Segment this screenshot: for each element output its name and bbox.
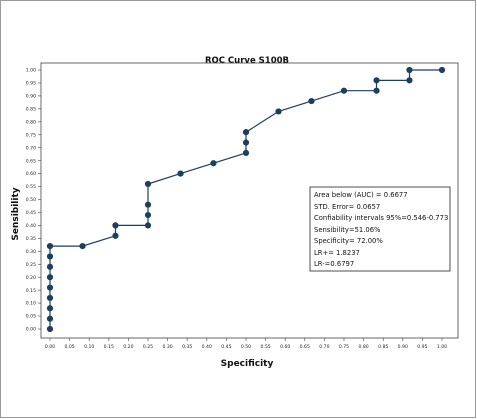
roc-point	[373, 77, 380, 84]
roc-point	[46, 294, 54, 302]
y-tick-label: 0.30	[26, 249, 36, 255]
y-tick-label: 0.00	[26, 327, 36, 333]
roc-point	[210, 160, 217, 167]
confidence-interval-label: Confiability intervals 95%=0.546-0.773	[314, 214, 448, 222]
roc-point	[340, 87, 348, 94]
x-tick-label: 0.85	[378, 344, 388, 350]
y-tick-label: 0.50	[26, 197, 36, 203]
x-tick-label: 0.45	[221, 344, 231, 350]
roc-point	[242, 139, 250, 146]
x-tick-label: 0.95	[417, 344, 427, 350]
y-tick-label: 0.55	[26, 184, 36, 190]
y-tick-label: 0.85	[26, 106, 36, 112]
roc-point	[144, 180, 152, 188]
roc-point	[46, 253, 54, 260]
x-tick-label: 0.20	[123, 344, 133, 350]
x-tick-label: 0.75	[339, 344, 349, 350]
x-tick-label: 0.35	[182, 344, 192, 350]
specificity-label: Specificity= 72.00%	[314, 237, 383, 245]
lr-plus-label: LR+= 1.8237	[314, 249, 360, 257]
x-tick-label: 0.55	[260, 344, 270, 350]
roc-point	[275, 108, 282, 115]
roc-point	[46, 274, 54, 281]
roc-point	[46, 325, 54, 333]
x-tick-label: 0.60	[280, 344, 290, 350]
x-tick-label: 0.00	[45, 344, 55, 350]
y-tick-label: 0.65	[26, 158, 36, 164]
y-tick-label: 0.45	[26, 210, 36, 216]
roc-point	[242, 129, 250, 136]
chart-title: ROC Curve S100B	[205, 56, 289, 66]
roc-point	[242, 149, 250, 156]
x-tick-label: 0.50	[241, 344, 251, 350]
roc-point	[308, 97, 315, 105]
roc-point	[46, 243, 54, 250]
y-tick-label: 0.90	[26, 94, 36, 100]
x-tick-label: 0.30	[162, 344, 172, 350]
y-tick-label: 0.70	[26, 145, 36, 151]
roc-point	[144, 211, 152, 219]
y-axis-title: Sensibility	[11, 187, 21, 240]
y-tick-label: 0.05	[26, 314, 36, 320]
roc-series	[46, 66, 446, 333]
y-tick-label: 0.20	[26, 275, 36, 281]
y-tick-label: 0.60	[26, 171, 36, 177]
roc-point	[112, 222, 119, 229]
x-tick-label: 1.00	[437, 344, 447, 350]
y-tick-label: 0.80	[26, 119, 36, 125]
x-tick-label: 0.05	[64, 344, 74, 350]
x-tick-label: 0.90	[398, 344, 408, 350]
roc-point	[406, 66, 413, 74]
x-tick-label: 0.65	[300, 344, 310, 350]
roc-point	[373, 87, 380, 94]
y-tick-label: 0.40	[26, 223, 36, 229]
y-tick-label: 0.25	[26, 262, 36, 268]
roc-point	[177, 170, 184, 177]
lr-minus-label: LR-=0.6797	[314, 260, 354, 268]
stats-box: Area below (AUC) = 0.6677 STD. Error= 0.…	[309, 186, 451, 272]
y-tick-label: 0.10	[26, 301, 36, 307]
sensibility-label: Sensibility=51.06%	[314, 226, 381, 234]
roc-point	[46, 284, 54, 291]
roc-point	[46, 305, 54, 312]
roc-point	[46, 315, 54, 322]
roc-point	[144, 222, 152, 229]
roc-point	[438, 66, 446, 74]
roc-point	[112, 232, 119, 239]
x-tick-label: 0.10	[84, 344, 94, 350]
y-tick-label: 0.35	[26, 236, 36, 242]
roc-point	[46, 263, 54, 270]
y-tick-label: 0.75	[26, 132, 36, 138]
x-axis-ticks: 0.00 0.05 0.10 0.15 0.20 0.25 0.30 0.35 0.40 0.45…	[45, 338, 447, 350]
roc-point	[79, 243, 86, 250]
roc-point	[144, 201, 152, 208]
roc-point	[406, 77, 413, 84]
x-axis-title: Specificity	[221, 359, 274, 369]
x-tick-label: 0.15	[104, 344, 114, 350]
y-tick-label: 1.00	[26, 68, 36, 74]
auc-label: Area below (AUC) = 0.6677	[314, 191, 408, 199]
y-tick-label: 0.95	[26, 81, 36, 87]
y-tick-label: 0.15	[26, 288, 36, 294]
x-tick-label: 0.25	[143, 344, 153, 350]
x-tick-label: 0.80	[358, 344, 368, 350]
std-error-label: STD. Error= 0.0657	[314, 203, 380, 211]
plot-area	[40, 62, 459, 339]
y-axis-ticks: 0.00 0.05 0.10 0.15 0.20 0.25 0.30 0.35 0.40 0.45…	[26, 68, 41, 333]
x-tick-label: 0.70	[319, 344, 329, 350]
x-tick-label: 0.40	[202, 344, 212, 350]
